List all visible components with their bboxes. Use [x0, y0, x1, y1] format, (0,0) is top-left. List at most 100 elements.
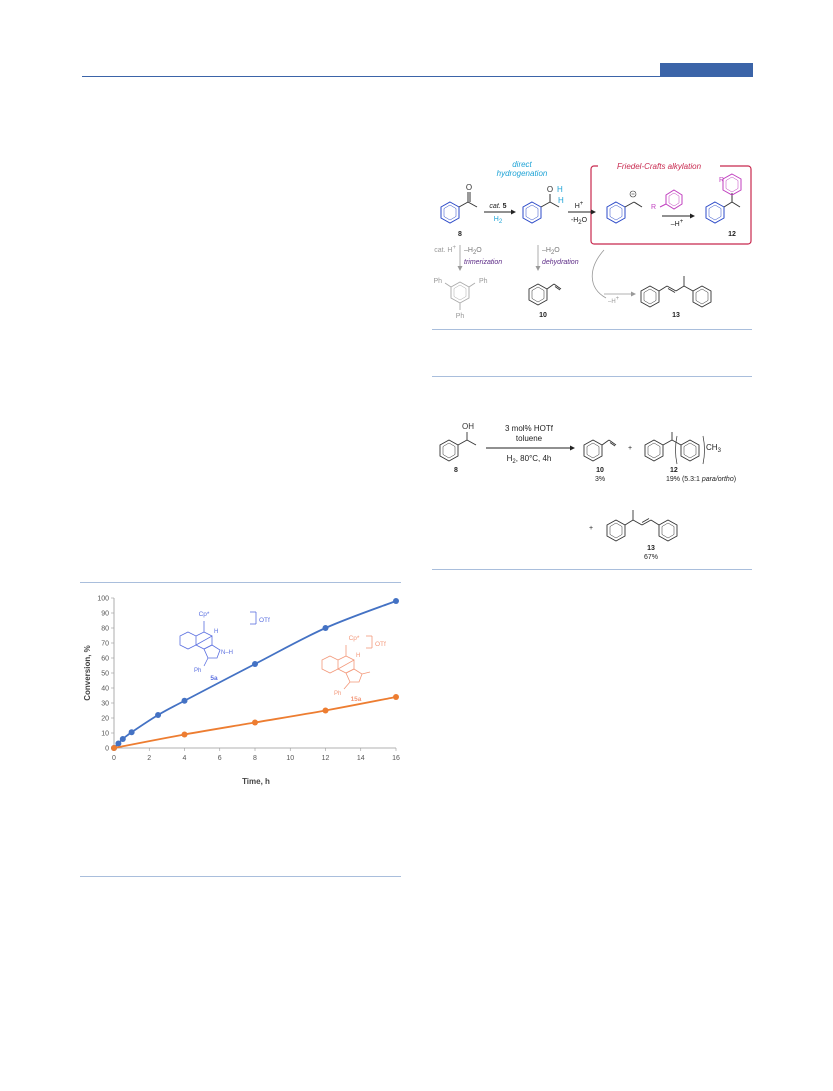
compound-12-label: 12	[728, 231, 736, 238]
nh-5a: N–H	[221, 650, 233, 656]
y-tick-label: 20	[101, 716, 109, 723]
compound-10-label-s2: 10	[596, 467, 604, 474]
plus-2: +	[589, 525, 593, 532]
trimerization-label: trimerization	[464, 259, 502, 266]
compound-13-label-s2: 13	[647, 545, 655, 552]
y-tick-label: 80	[101, 626, 109, 633]
y-tick-label: 40	[101, 686, 109, 693]
y-tick-label: 50	[101, 671, 109, 678]
otf-15a: OTf	[375, 641, 386, 648]
arene-r: R	[651, 204, 656, 211]
product-12-r: R	[719, 177, 724, 184]
x-tick-label: 6	[218, 755, 222, 762]
yield-13: 67%	[644, 554, 658, 561]
data-point-15a	[393, 694, 399, 700]
series-line-5a	[113, 600, 397, 749]
data-point-5a	[155, 712, 162, 718]
label-15a: 15a	[351, 696, 362, 703]
scheme-2: OH 8 3 mol% HOTf toluene H2, 80°C, 4h 10…	[439, 422, 736, 561]
data-point-15a	[181, 731, 188, 738]
compound-13-label: 13	[672, 312, 680, 319]
alcohol-h-top: H	[557, 185, 563, 194]
label-friedel-crafts: Friedel-Crafts alkylation	[617, 162, 702, 171]
scheme-1: direct hydrogenation Friedel-Crafts alky…	[433, 160, 752, 320]
compound-8-label-s2: 8	[454, 467, 458, 474]
data-point-15a	[322, 707, 329, 714]
header-rule	[82, 76, 753, 77]
chart-marks	[111, 598, 399, 751]
y-tick-label: 30	[101, 701, 109, 708]
minus-h-plus-label: –H+	[671, 219, 684, 228]
data-point-5a	[115, 740, 122, 747]
data-point-5a	[128, 729, 135, 736]
x-tick-label: 2	[147, 755, 151, 762]
compound-12-label-s2: 12	[670, 467, 678, 474]
ch3-label: CH3	[706, 443, 722, 454]
data-point-5a	[252, 661, 258, 667]
data-point-5a	[393, 598, 399, 604]
x-tick-label: 10	[286, 755, 294, 762]
y-tick-label: 10	[101, 731, 109, 738]
data-point-5a	[119, 736, 126, 742]
dehyd-h2o: –H2O	[542, 247, 560, 256]
scheme1-bottom-rule	[432, 329, 752, 330]
label-direct: direct	[512, 160, 532, 169]
dehydration-label: dehydration	[542, 259, 579, 266]
trim-h2o: –H2O	[464, 247, 482, 256]
product-12-structure	[705, 173, 742, 224]
cp-5a: Cp*	[199, 611, 210, 618]
complex-5a-structure	[179, 611, 257, 667]
carbocation-structure	[606, 201, 626, 224]
x-tick-label: 0	[112, 755, 116, 762]
ph-right: Ph	[479, 278, 488, 285]
product-13-s2-structure	[606, 510, 678, 542]
otf-5a: OTf	[259, 617, 270, 624]
x-tick-label: 16	[392, 755, 400, 762]
label-hydrogenation: hydrogenation	[497, 169, 548, 178]
y-tick-label: 0	[105, 746, 109, 753]
cat-h-plus: cat. H+	[434, 245, 456, 254]
conditions-label: H2, 80°C, 4h	[507, 454, 552, 465]
h-plus-label: H+	[575, 201, 584, 210]
cat-5-label: cat. 5	[489, 203, 506, 210]
alcohol-8-structure	[439, 432, 477, 462]
triphenylbenzene-structure	[444, 281, 476, 310]
y-tick-label: 90	[101, 611, 109, 618]
data-point-5a	[181, 697, 188, 704]
compound-10-label: 10	[539, 312, 547, 319]
ketone-o: O	[466, 183, 472, 192]
y-tick-label: 100	[97, 596, 109, 603]
alcohol-structure	[522, 201, 542, 224]
scheme2-bottom-rule	[432, 569, 752, 570]
ph-5a: Ph	[194, 668, 201, 674]
oh-label: OH	[462, 422, 474, 431]
y-tick-label: 60	[101, 656, 109, 663]
data-point-15a	[111, 745, 117, 751]
ph-15a: Ph	[334, 691, 341, 697]
x-tick-label: 14	[357, 755, 365, 762]
conversion-chart: 0 10 20 30 40 50 60 70 80 90 100 0 2 4 6 8 10 12 14 16 Conv…	[83, 596, 400, 787]
data-point-5a	[322, 625, 329, 631]
header-tab	[660, 63, 753, 77]
solvent-label: toluene	[516, 434, 543, 443]
yield-12: 19% (5.3:1 para/ortho)	[666, 476, 736, 483]
figure-top-rule	[80, 582, 401, 583]
data-point-15a	[252, 719, 258, 726]
h2-label: H2	[494, 216, 503, 225]
figure-bottom-rule	[80, 876, 401, 877]
ph-left: Ph	[433, 278, 442, 285]
x-tick-label: 4	[183, 755, 187, 762]
product-13-structure	[640, 276, 712, 308]
h-15a: H	[356, 653, 360, 659]
x-axis-label: Time, h	[242, 777, 270, 786]
y-axis-label: Conversion, %	[83, 645, 92, 701]
styrene-10-structure	[583, 439, 617, 462]
label-5a: 5a	[210, 675, 218, 682]
h-5a: H	[214, 629, 218, 635]
product-12-s2-structure	[644, 432, 705, 465]
acetophenone-structure	[440, 201, 460, 224]
x-tick-label: 8	[253, 755, 257, 762]
styrene-structure	[528, 283, 562, 306]
arene-structure	[659, 189, 683, 210]
minus-h2o-label: -H2O	[571, 217, 588, 226]
